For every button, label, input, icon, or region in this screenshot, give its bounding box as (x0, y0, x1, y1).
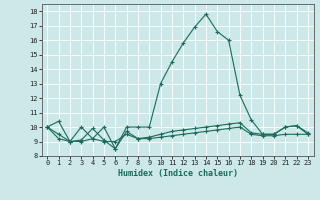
X-axis label: Humidex (Indice chaleur): Humidex (Indice chaleur) (118, 169, 237, 178)
